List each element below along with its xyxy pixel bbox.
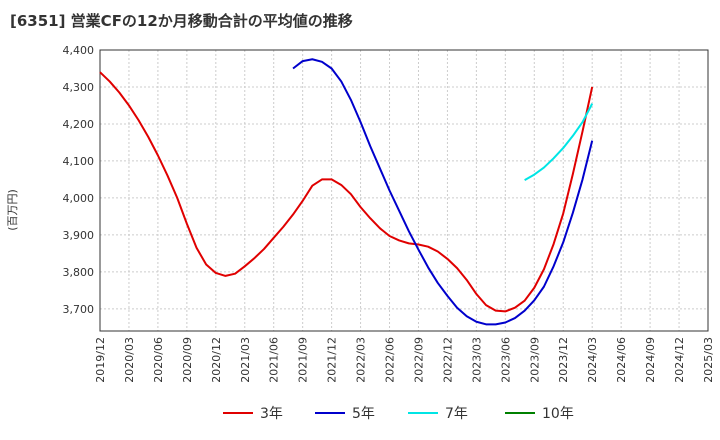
x-tick-label: 2021/06 — [268, 337, 281, 383]
y-tick-label: 4,300 — [63, 81, 95, 94]
x-tick-label: 2023/12 — [557, 337, 570, 383]
x-tick-label: 2022/06 — [384, 337, 397, 383]
series-line-3年 — [99, 71, 594, 313]
x-tick-label: 2022/03 — [355, 337, 368, 383]
chart-title: [6351] 営業CFの12か月移動合計の平均値の推移 — [10, 12, 353, 30]
series-line-7年 — [524, 103, 594, 182]
x-tick-label: 2020/09 — [181, 337, 194, 383]
x-tick-label: 2023/06 — [499, 337, 512, 383]
y-tick-label: 3,900 — [63, 229, 95, 242]
y-tick-label: 3,800 — [63, 266, 95, 279]
y-tick-label: 4,400 — [63, 44, 95, 57]
x-tick-label: 2021/09 — [297, 337, 310, 383]
legend-label: 10年 — [542, 406, 574, 422]
x-tick-label: 2021/12 — [326, 337, 339, 383]
series-line-5年 — [292, 58, 594, 326]
x-tick-label: 2024/09 — [644, 337, 657, 383]
x-tick-label: 2023/09 — [528, 337, 541, 383]
y-tick-label: 4,100 — [63, 155, 95, 168]
y-tick-label: 3,700 — [63, 303, 95, 316]
x-tick-label: 2019/12 — [94, 337, 107, 383]
x-tick-label: 2024/06 — [615, 337, 628, 383]
x-tick-label: 2020/12 — [210, 337, 223, 383]
plot-frame — [99, 49, 709, 332]
legend-label: 7年 — [445, 406, 468, 422]
x-tick-label: 2024/03 — [586, 337, 599, 383]
x-tick-label: 2021/03 — [239, 337, 252, 383]
y-tick-label: 4,000 — [63, 192, 95, 205]
x-tick-label: 2020/03 — [123, 337, 136, 383]
y-tick-label: 4,200 — [63, 118, 95, 131]
x-tick-label: 2022/12 — [441, 337, 454, 383]
x-tick-label: 2020/06 — [152, 337, 165, 383]
x-tick-label: 2025/03 — [702, 337, 715, 383]
legend-label: 3年 — [260, 406, 283, 422]
legend-label: 5年 — [352, 406, 375, 422]
x-tick-label: 2023/03 — [470, 337, 483, 383]
x-tick-label: 2024/12 — [673, 337, 686, 383]
x-tick-label: 2022/09 — [412, 337, 425, 383]
